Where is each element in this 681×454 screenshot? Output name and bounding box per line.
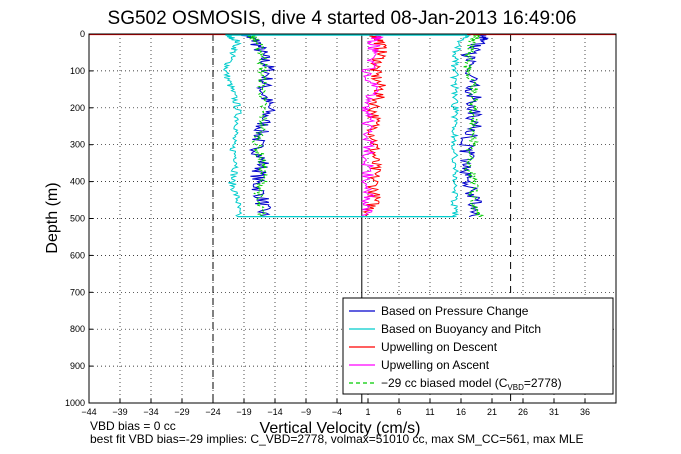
x-tick-label: −9 — [301, 407, 311, 417]
y-tick-label: 400 — [70, 177, 85, 187]
series-lines — [89, 33, 616, 218]
y-tick-label: 1000 — [65, 398, 85, 408]
y-tick-label: 700 — [70, 287, 85, 297]
x-tick-label: −14 — [267, 407, 282, 417]
x-tick-label: −34 — [143, 407, 158, 417]
y-tick-label: 500 — [70, 214, 85, 224]
x-tick-label: 36 — [580, 407, 590, 417]
x-tick-label: −44 — [81, 407, 96, 417]
chart-title: SG502 OSMOSIS, dive 4 started 08-Jan-201… — [108, 8, 577, 29]
series-line — [449, 33, 472, 218]
x-axis-label: Vertical Velocity (cm/s) — [260, 420, 421, 437]
y-tick-label: 800 — [70, 324, 85, 334]
legend-box — [342, 297, 614, 395]
series-line — [235, 33, 276, 218]
x-tick-label: −39 — [112, 407, 127, 417]
x-axis-ticks: −44 −39 −34 −29 −24 −19 −14 −9 −4 1 6 11 16 21 26 31 36 — [81, 399, 590, 417]
x-tick-label: −19 — [236, 407, 251, 417]
series-line — [360, 33, 384, 218]
y-tick-label: 600 — [70, 250, 85, 260]
x-tick-label: 26 — [518, 407, 528, 417]
x-tick-label: −24 — [205, 407, 220, 417]
x-tick-label: 11 — [425, 407, 434, 417]
legend-label: Upwelling on Descent — [381, 340, 498, 354]
y-tick-label: 100 — [70, 66, 85, 76]
legend: Based on Pressure Change Based on Buoyanc… — [342, 297, 614, 395]
x-tick-label: −29 — [174, 407, 189, 417]
y-tick-label: 300 — [70, 140, 85, 150]
series-line — [223, 33, 243, 218]
series-line — [458, 33, 489, 218]
legend-label: Based on Pressure Change — [381, 304, 529, 318]
y-axis-label: Depth (m) — [44, 182, 61, 253]
x-tick-label: 1 — [365, 407, 370, 417]
y-tick-label: 0 — [80, 29, 85, 39]
legend-label: Upwelling on Ascent — [381, 358, 490, 372]
best-fit-note: best fit VBD bias=-29 implies: C_VBD=277… — [90, 432, 584, 446]
y-axis-ticks: 0 100 200 300 400 500 600 700 800 900 1000 — [65, 29, 93, 408]
legend-label: −29 cc biased model (CVBD=2778) — [381, 376, 562, 392]
x-tick-label: 16 — [456, 407, 466, 417]
series-line — [246, 33, 269, 217]
y-tick-label: 200 — [70, 103, 85, 113]
series-line — [362, 33, 388, 218]
vbd-bias-note: VBD bias = 0 cc — [90, 419, 176, 433]
x-tick-label: 21 — [487, 407, 497, 417]
series-line — [462, 33, 484, 218]
legend-label: Based on Buoyancy and Pitch — [381, 322, 541, 336]
x-tick-label: −4 — [332, 407, 342, 417]
y-tick-label: 900 — [70, 361, 85, 371]
x-tick-label: 6 — [396, 407, 401, 417]
x-tick-label: 31 — [549, 407, 559, 417]
